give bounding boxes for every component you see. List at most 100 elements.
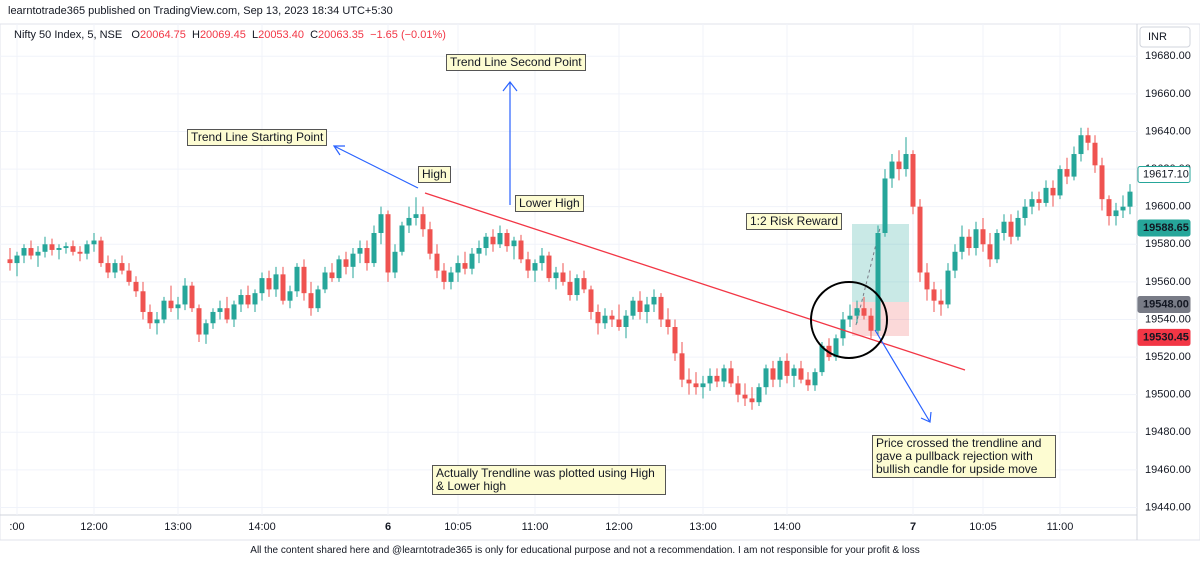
axes: 19440.00 19460.00 19480.00 19500.00 19520.00… [9, 50, 1191, 533]
candle-body [161, 300, 167, 320]
annotation[interactable]: Price crossed the trendline and gave a p… [872, 435, 1056, 478]
candle-body [742, 394, 748, 399]
candle-body [952, 251, 958, 271]
candle-body [287, 291, 293, 301]
candle-body [364, 248, 370, 264]
y-tick-label: 19640.00 [1145, 125, 1191, 137]
candle-body [427, 229, 433, 254]
ohlc-label: O [131, 29, 140, 41]
candle-body [1050, 187, 1056, 196]
candle-body [1043, 187, 1049, 203]
candle-body [147, 311, 153, 324]
candle-body [133, 281, 139, 292]
candle-body [777, 360, 783, 380]
candle-body [798, 368, 804, 380]
ohlc-label: L [251, 29, 259, 41]
candle-body [315, 289, 321, 309]
ohlc-label: C [310, 29, 319, 41]
x-tick-label: 6 [385, 521, 391, 533]
candle-body [637, 300, 643, 312]
candle-body [763, 368, 769, 388]
candle-body [357, 248, 363, 254]
candle-body [567, 281, 573, 296]
currency-box[interactable] [1139, 26, 1191, 48]
candle-body [973, 229, 979, 249]
candle-body [1022, 206, 1028, 218]
candle-body [140, 291, 146, 312]
candle-body [532, 263, 538, 271]
candle-body [861, 308, 867, 316]
candle-body [945, 270, 951, 305]
candle-body [63, 246, 69, 249]
candle-body [441, 270, 447, 282]
x-tick-label: 14:00 [773, 521, 801, 533]
candle-body [609, 315, 615, 320]
candle-body [455, 263, 461, 273]
candle-body [917, 206, 923, 273]
candle-body [196, 308, 202, 335]
candle-body [1120, 206, 1126, 211]
candle-body [413, 214, 419, 218]
drawings [332, 81, 966, 423]
candle-body [28, 248, 34, 256]
candle-body [833, 338, 839, 358]
candle-body [553, 272, 559, 279]
candle-body [14, 255, 20, 264]
candle-body [301, 266, 307, 294]
x-tick-label: 13:00 [164, 521, 192, 533]
candle-body [476, 248, 482, 254]
candle-body [819, 345, 825, 373]
x-tick-label: :00 [9, 521, 24, 533]
y-tick-label: 19600.00 [1145, 201, 1191, 213]
candle-body [1106, 199, 1112, 217]
candle-body [126, 270, 132, 282]
candle-body [406, 217, 412, 226]
candles [7, 127, 1133, 410]
candle-body [770, 368, 776, 380]
candle-body [77, 251, 83, 254]
candle-body [896, 161, 902, 170]
arrowhead [332, 145, 345, 156]
y-tick-label: 19520.00 [1145, 351, 1191, 363]
annotation[interactable]: Trend Line Starting Point [187, 129, 328, 146]
candle-body [308, 293, 314, 309]
candle-body [910, 154, 916, 207]
candle-body [266, 278, 272, 290]
y-tick-label: 19440.00 [1145, 501, 1191, 513]
rr-dashed-line [855, 227, 881, 326]
candle-body [651, 296, 657, 305]
candle-body [602, 315, 608, 324]
candle-body [903, 154, 909, 170]
ohlc-label: H [191, 29, 200, 41]
candle-body [756, 387, 762, 403]
candle-body [154, 319, 160, 324]
y-tick-label: 19560.00 [1145, 276, 1191, 288]
x-tick-label: 13:00 [689, 521, 717, 533]
price-label: 19588.65 [1143, 222, 1189, 234]
x-tick-label: 12:00 [80, 521, 108, 533]
price-label: 19548.00 [1143, 298, 1189, 310]
annotation[interactable]: High [418, 166, 451, 183]
candle-body [686, 379, 692, 384]
candle-body [1071, 154, 1077, 177]
ohlc-value: 20069.45 [199, 29, 246, 41]
annotation[interactable]: Lower High [515, 195, 584, 212]
symbol: Nifty 50 Index, 5, NSE [14, 29, 123, 41]
candle-body [693, 383, 699, 388]
candle-body [1127, 191, 1133, 207]
x-tick-label: 10:05 [969, 521, 997, 533]
annotation[interactable]: Actually Trendline was plotted using Hig… [432, 465, 666, 495]
candle-body [203, 323, 209, 335]
annotation[interactable]: Trend Line Second Point [446, 54, 586, 71]
ohlc-value: 20063.35 [318, 29, 364, 41]
annotation[interactable]: 1:2 Risk Reward [746, 213, 843, 230]
candle-body [658, 296, 664, 320]
candle-body [1113, 210, 1119, 217]
candle-body [966, 236, 972, 249]
symbol-legend: Nifty 50 Index, 5, NSE O20064.75 H20069.… [14, 29, 446, 41]
y-tick-label: 19500.00 [1145, 389, 1191, 401]
candle-body [238, 295, 244, 305]
candle-body [1085, 135, 1091, 143]
candle-body [1064, 169, 1070, 177]
candle-body [273, 274, 279, 290]
